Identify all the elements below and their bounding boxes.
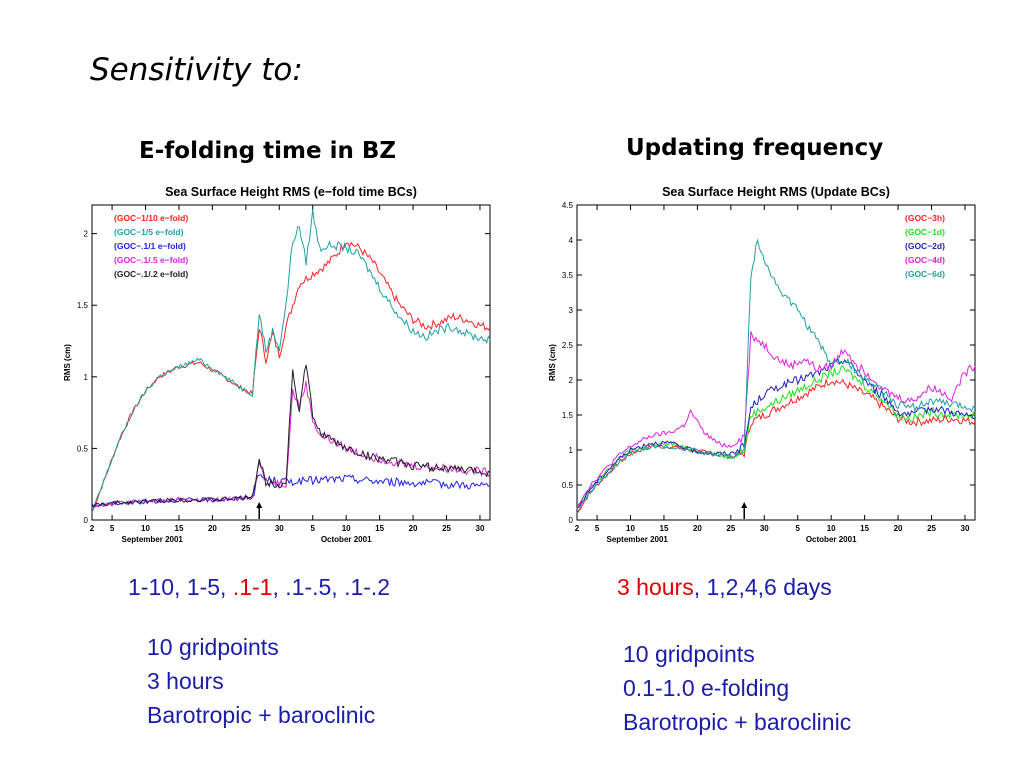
x-tick-label: 10 [626,524,635,533]
y-tick-label: 1 [569,446,574,455]
legend-entry: (GOC−1d) [905,227,945,237]
x-axis-label-september: September 2001 [607,535,669,544]
x-tick-label: 15 [175,524,184,533]
y-tick-label: 2.5 [562,341,574,350]
x-tick-label: 20 [208,524,217,533]
x-tick-label: 15 [860,524,869,533]
event-arrow-head [256,502,263,508]
plot-frame [576,204,976,521]
y-tick-label: 3.5 [562,271,574,280]
y-tick-label: 0 [569,516,574,525]
legend-entry: (GOC−4d) [905,255,945,265]
event-arrow-head [741,502,748,508]
y-tick-label: 0.5 [562,481,574,490]
left-notes: 10 gridpoints 3 hours Barotropic + baroc… [147,630,375,732]
left-note-line: 10 gridpoints [147,634,279,660]
left-summary-part: 1-10, 1-5, [128,574,233,600]
y-tick-label: 4 [569,236,574,245]
legend-entry: (GOC−1/10 e−fold) [114,213,188,223]
legend-entry: (GOC−1/5 e−fold) [114,227,184,237]
x-tick-label: 15 [375,524,384,533]
legend-entry: (GOC−3h) [905,213,945,223]
x-tick-label: 5 [796,524,801,533]
right-summary-part: , 1,2,4,6 days [693,574,832,600]
y-tick-label: 3 [569,306,574,315]
y-tick-label: 2 [84,230,89,239]
x-tick-label: 30 [961,524,970,533]
x-axis-label-october: October 2001 [806,535,857,544]
x-axis-label-october: October 2001 [321,535,372,544]
right-note-line: 10 gridpoints [623,641,755,667]
series-line [91,209,491,513]
x-tick-label: 30 [476,524,485,533]
y-tick-label: 2 [569,376,574,385]
legend-entry: (GOC−6d) [905,269,945,279]
left-summary-part-highlight: .1-1 [232,574,273,600]
x-tick-label: 5 [311,524,316,533]
legend-entry: (GOC−.1/.2 e−fold) [114,269,188,279]
y-tick-label: 4.5 [562,201,574,210]
series-line [576,238,976,514]
series-line [576,365,976,509]
right-notes: 10 gridpoints 0.1-1.0 e-folding Barotrop… [623,637,851,739]
updating-frequency-chart: Sea Surface Height RMS (Update BCs) 0 0.5 1… [548,185,976,544]
y-tick-label: 0 [84,516,89,525]
right-note-line: Barotropic + baroclinic [623,709,852,735]
right-summary-line: 3 hours, 1,2,4,6 days [617,574,832,601]
series-line [577,357,975,508]
x-tick-label: 20 [894,524,903,533]
y-axis-label: RMS (cm) [548,344,557,381]
series-line [91,241,491,514]
y-tick-label: 0.5 [77,444,89,453]
y-tick-label: 1.5 [77,301,89,310]
x-tick-label: 2 [575,524,580,533]
e-folding-chart: Sea Surface Height RMS (e−fold time BCs)… [63,185,491,544]
x-tick-label: 25 [726,524,735,533]
left-summary-line: 1-10, 1-5, .1-1, .1-.5, .1-.2 [128,574,390,601]
left-section-heading: E-folding time in BZ [139,138,397,164]
x-tick-label: 10 [827,524,836,533]
page-title: Sensitivity to: [90,52,303,88]
left-note-line: 3 hours [147,668,224,694]
series-line [576,378,976,514]
x-tick-label: 15 [660,524,669,533]
x-tick-label: 25 [927,524,936,533]
chart-title: Sea Surface Height RMS (e−fold time BCs) [165,185,417,199]
legend-entry: (GOC−2d) [905,241,945,251]
left-summary-part: , .1-.5, .1-.2 [272,574,391,600]
x-tick-label: 20 [693,524,702,533]
x-tick-label: 2 [90,524,95,533]
plot-frame [91,204,491,521]
x-axis-label-september: September 2001 [122,535,184,544]
right-section-heading: Updating frequency [626,135,884,161]
left-note-line: Barotropic + baroclinic [147,702,376,728]
x-tick-label: 10 [141,524,150,533]
legend-entry: (GOC−.1/.5 e−fold) [114,255,188,265]
y-tick-label: 1.5 [562,411,574,420]
chart-title: Sea Surface Height RMS (Update BCs) [662,185,890,199]
x-tick-label: 5 [595,524,600,533]
x-tick-label: 20 [409,524,418,533]
x-tick-label: 25 [241,524,250,533]
x-tick-label: 5 [110,524,115,533]
series-line [91,364,491,508]
x-tick-label: 25 [442,524,451,533]
series-line [91,474,491,508]
right-note-line: 0.1-1.0 e-folding [623,675,790,701]
x-tick-label: 10 [342,524,351,533]
legend-entry: (GOC−.1/1 e−fold) [114,241,186,251]
y-tick-label: 1 [84,373,89,382]
x-tick-label: 30 [760,524,769,533]
y-axis-label: RMS (cm) [63,344,72,381]
right-summary-part-highlight: 3 hours [617,574,694,600]
x-tick-label: 30 [275,524,284,533]
series-line [576,331,976,508]
